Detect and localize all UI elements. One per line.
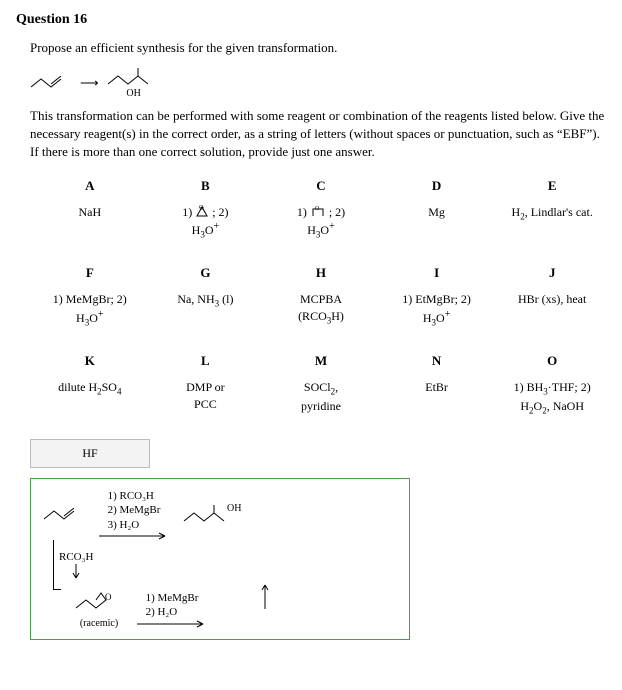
reagent-cell: N EtBr xyxy=(383,353,491,417)
reagent-cell: M SOCl2,pyridine xyxy=(267,353,375,417)
reagent-label: I xyxy=(383,265,491,281)
reagent-body: MCPBA(RCO3H) xyxy=(267,291,375,327)
reagent-cell: K dilute H2SO4 xyxy=(36,353,144,417)
svg-text:O: O xyxy=(199,205,204,211)
reagent-cell: L DMP orPCC xyxy=(152,353,260,417)
reagent-label: D xyxy=(383,178,491,194)
down-arrow-icon xyxy=(72,564,80,582)
epoxide-structure: O (racemic) xyxy=(75,590,123,629)
reagent-label: C xyxy=(267,178,375,194)
reagent-cell: G Na, NH3 (l) xyxy=(152,265,260,329)
up-arrow-icon xyxy=(261,581,269,611)
description-text: This transformation can be performed wit… xyxy=(30,107,606,162)
svg-text:O: O xyxy=(315,206,320,212)
reagent-label: B xyxy=(152,178,260,194)
reagent-body: 1) O ; 2)H3O+ xyxy=(267,204,375,242)
question-number: Question 16 xyxy=(16,12,606,28)
alkene-icon xyxy=(43,508,85,522)
reagent-cell: F 1) MeMgBr; 2)H3O+ xyxy=(36,265,144,329)
reagent-body: EtBr xyxy=(383,379,491,396)
reagent-label: M xyxy=(267,353,375,369)
prompt-text: Propose an efficient synthesis for the g… xyxy=(30,40,606,56)
reagent-body: dilute H2SO4 xyxy=(36,379,144,398)
step1-reagents: 1) RCO₃H 2) MeMgBr 3) H₂O xyxy=(108,489,161,532)
reagent-label: K xyxy=(36,353,144,369)
reagent-label: J xyxy=(498,265,606,281)
scheme-bottom-path: O (racemic) 1) MeMgBr 2) H₂O xyxy=(75,590,397,629)
arrow-icon: ⟶ xyxy=(80,75,99,91)
reagent-body: 1) MeMgBr; 2)H3O+ xyxy=(36,291,144,329)
reagent-label: H xyxy=(267,265,375,281)
reagent-body: 1) O ; 2)H3O+ xyxy=(152,204,260,242)
solution-scheme: 1) RCO₃H 2) MeMgBr 3) H₂O OH RCO₃H O (ra… xyxy=(30,478,410,640)
reagent-cell: H MCPBA(RCO3H) xyxy=(267,265,375,329)
reagent-grid: A NaH B 1) O ; 2)H3O+ C 1) O ; 2)H3O+ D … xyxy=(36,178,606,418)
reagent-body: Mg xyxy=(383,204,491,221)
product-structure: OH xyxy=(107,66,161,99)
reagent-body: H2, Lindlar's cat. xyxy=(498,204,606,223)
reagent-label: E xyxy=(498,178,606,194)
reagent-label: G xyxy=(152,265,260,281)
reagent-cell: B 1) O ; 2)H3O+ xyxy=(152,178,260,242)
reagent-cell: C 1) O ; 2)H3O+ xyxy=(267,178,375,242)
reagent-label: F xyxy=(36,265,144,281)
racemic-label: (racemic) xyxy=(75,618,123,629)
rco3h-label: RCO₃H xyxy=(59,550,93,564)
reagent-body: DMP orPCC xyxy=(152,379,260,413)
answer-input[interactable]: HF xyxy=(30,439,150,468)
arrow-icon xyxy=(99,532,169,540)
reagent-label: L xyxy=(152,353,260,369)
scheme-top-path: 1) RCO₃H 2) MeMgBr 3) H₂O OH xyxy=(43,489,397,540)
reaction-equation: ⟶ OH xyxy=(30,66,606,99)
reagent-body: 1) BH3·THF; 2)H2O2, NaOH xyxy=(498,379,606,417)
reagent-body: 1) EtMgBr; 2)H3O+ xyxy=(383,291,491,329)
oh-label: OH xyxy=(126,88,140,99)
reagent-body: Na, NH3 (l) xyxy=(152,291,260,310)
reagent-label: N xyxy=(383,353,491,369)
reagent-cell: A NaH xyxy=(36,178,144,242)
product-structure: OH xyxy=(183,503,241,527)
alkene-start xyxy=(30,76,72,90)
reagent-body: HBr (xs), heat xyxy=(498,291,606,308)
reagent-body: NaH xyxy=(36,204,144,221)
reagent-label: A xyxy=(36,178,144,194)
reagent-label: O xyxy=(498,353,606,369)
reagent-cell: I 1) EtMgBr; 2)H3O+ xyxy=(383,265,491,329)
reagent-cell: J HBr (xs), heat xyxy=(498,265,606,329)
reagent-cell: E H2, Lindlar's cat. xyxy=(498,178,606,242)
reagent-body: SOCl2,pyridine xyxy=(267,379,375,415)
step2-reagents: 1) MeMgBr 2) H₂O xyxy=(146,591,199,620)
svg-text:O: O xyxy=(105,592,112,602)
reagent-cell: O 1) BH3·THF; 2)H2O2, NaOH xyxy=(498,353,606,417)
arrow-icon xyxy=(137,620,207,628)
reagent-cell: D Mg xyxy=(383,178,491,242)
